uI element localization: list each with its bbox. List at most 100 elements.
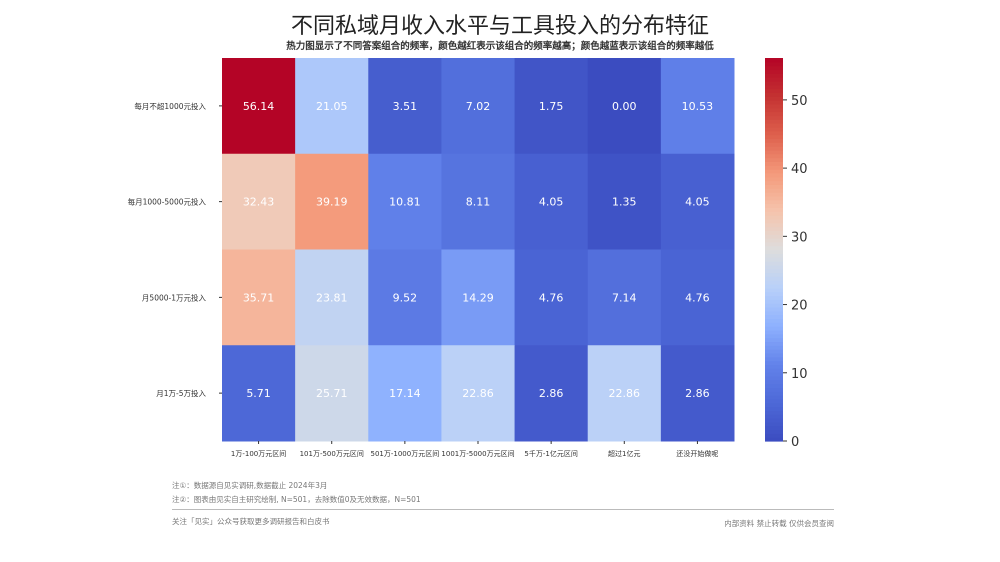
colorbar-segment	[765, 96, 783, 101]
cell-label: 1.35	[612, 196, 637, 209]
colorbar-segment	[765, 418, 783, 423]
heatmap-cell	[441, 58, 516, 155]
colorbar-segment	[765, 429, 783, 434]
heatmap-cell	[660, 249, 735, 346]
cell-label: 56.14	[243, 100, 275, 113]
y-tick-label: 每月1000-5000元投入	[128, 197, 207, 207]
cell-label: 4.76	[539, 291, 564, 304]
y-tick-label: 月5000-1万元投入	[142, 292, 207, 302]
colorbar-segment	[765, 260, 783, 266]
cell-label: 22.86	[462, 387, 494, 400]
colorbar-segment	[765, 280, 783, 285]
cell-label: 10.53	[682, 100, 714, 113]
colorbar-segment	[765, 433, 783, 438]
colorbar-segment	[765, 287, 783, 293]
colorbar-segment	[765, 199, 783, 205]
colorbar-segment	[765, 352, 783, 358]
heatmap-cell	[660, 58, 735, 155]
x-tick-label: 超过1亿元	[608, 449, 640, 458]
colorbar-segment	[765, 65, 783, 71]
colorbar-segment	[765, 153, 783, 159]
colorbar-segment	[765, 195, 783, 201]
colorbar-segment	[765, 100, 783, 105]
cell-label: 2.86	[685, 387, 710, 400]
colorbar-segment	[765, 306, 783, 312]
cell-label: 39.19	[316, 196, 348, 209]
colorbar-segment	[765, 356, 783, 362]
cell-label: 35.71	[243, 291, 275, 304]
colorbar-segment	[765, 318, 783, 323]
x-tick-label: 5千万-1亿元区间	[524, 449, 577, 458]
cell-label: 0.00	[612, 100, 637, 113]
colorbar-segment	[765, 157, 783, 163]
colorbar-segment	[765, 425, 783, 431]
colorbar-segment	[765, 295, 783, 300]
colorbar-segment	[765, 383, 783, 388]
colorbar-segment	[765, 103, 783, 109]
colorbar-segment	[765, 126, 783, 132]
heatmap-cell	[368, 345, 442, 442]
colorbar-segment	[765, 303, 783, 308]
colorbar-segment	[765, 115, 783, 120]
colorbar-segment	[765, 130, 783, 136]
colorbar-segment	[765, 211, 783, 216]
colorbar-segment	[765, 245, 783, 251]
cell-label: 4.05	[539, 196, 564, 209]
cell-label: 3.51	[393, 100, 418, 113]
heatmap-cell	[441, 345, 516, 442]
colorbar-segment	[765, 253, 783, 258]
colorbar-segment	[765, 337, 783, 343]
colorbar-segment	[765, 215, 783, 220]
colorbar-segment	[765, 345, 783, 350]
colorbar-segment	[765, 188, 783, 193]
colorbar-segment	[765, 414, 783, 419]
heatmap-cell	[222, 345, 296, 442]
colorbar-tick-label: 20	[791, 299, 808, 314]
colorbar-segment	[765, 61, 783, 67]
colorbar-segment	[765, 379, 783, 385]
colorbar-segment	[765, 238, 783, 243]
colorbar-segment	[765, 69, 783, 74]
colorbar-segment	[765, 92, 783, 97]
colorbar-segment	[765, 406, 783, 411]
heatmap-cell	[295, 58, 369, 155]
colorbar-segment	[765, 375, 783, 381]
colorbar-segment	[765, 241, 783, 247]
colorbar-segment	[765, 107, 783, 113]
colorbar-segment	[765, 341, 783, 346]
chart-subtitle: 热力图显示了不同答案组合的频率，颜色越红表示该组合的频率越高；颜色越蓝表示该组合…	[286, 41, 714, 52]
x-tick-label: 101万-500万元区间	[300, 450, 364, 458]
cell-label: 32.43	[243, 196, 275, 209]
cell-label: 4.76	[685, 291, 710, 304]
colorbar-tick-label: 50	[791, 94, 808, 109]
colorbar-segment	[765, 222, 783, 228]
heatmap-cell	[368, 58, 442, 155]
footer-right: 内部资料 禁止转载 仅供会员查阅	[724, 519, 834, 528]
cell-label: 25.71	[316, 387, 348, 400]
colorbar-segment	[765, 372, 783, 377]
x-tick-label: 1万-100万元区间	[231, 450, 286, 458]
colorbar-segment	[765, 283, 783, 289]
colorbar-segment	[765, 161, 783, 166]
heatmap-cell	[295, 153, 369, 250]
note-2: 注②：图表由见实自主研究绘制, N=501，去除数值0及无效数据，N=501	[172, 495, 421, 504]
colorbar-segment	[765, 73, 783, 78]
divider	[172, 509, 834, 510]
heatmap-cell	[441, 249, 516, 346]
cell-label: 1.75	[539, 100, 564, 113]
colorbar-segment	[765, 207, 783, 212]
cell-label: 23.81	[316, 291, 348, 304]
colorbar-segment	[765, 119, 783, 124]
colorbar-segment	[765, 272, 783, 277]
cell-label: 17.14	[389, 387, 421, 400]
colorbar-segment	[765, 387, 783, 392]
colorbar-segment	[765, 421, 783, 427]
colorbar-segment	[765, 80, 783, 86]
heatmap-cell	[222, 153, 296, 250]
cell-label: 7.02	[466, 100, 491, 113]
cell-label: 9.52	[393, 291, 418, 304]
colorbar-segment	[765, 437, 783, 442]
heatmap-cell	[222, 58, 296, 155]
cell-label: 5.71	[246, 387, 271, 400]
colorbar-segment	[765, 264, 783, 270]
